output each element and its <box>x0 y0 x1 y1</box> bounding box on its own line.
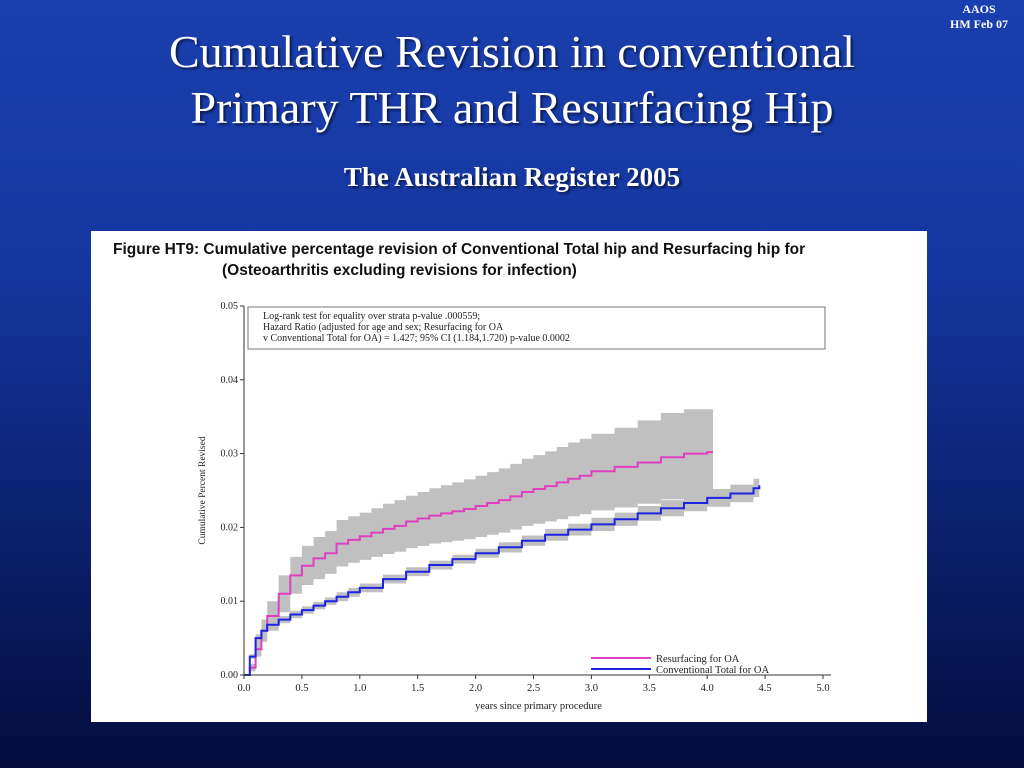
annotation-box <box>247 306 826 350</box>
figure-panel: Figure HT9: Cumulative percentage revisi… <box>91 231 927 722</box>
y-tick-label: 0.02 <box>221 522 239 533</box>
revision-chart: 0.00 0.01 0.02 0.03 0.04 0.05 0.0 0.5 1.0 1.5 2.0 2… <box>198 301 831 712</box>
annotation-line-2: Hazard Ratio (adjusted for age and sex; … <box>263 322 504 333</box>
series-line-1 <box>244 451 713 676</box>
slide-title-line-1: Cumulative Revision in conventional <box>168 26 856 77</box>
slide-title-line-2: Primary THR and Resurfacing Hip <box>190 82 834 133</box>
corner-line-1: AAOS <box>962 2 996 16</box>
ci-band-series-1 <box>244 409 713 675</box>
y-tick-label: 0.01 <box>221 596 239 607</box>
x-tick-label: 1.0 <box>353 683 366 694</box>
x-tick-label: 5.0 <box>816 683 829 694</box>
x-tick-label: 3.5 <box>643 683 656 694</box>
x-tick-label: 4.5 <box>759 683 772 694</box>
y-tick-label: 0.00 <box>221 670 239 681</box>
y-tick-label: 0.03 <box>221 449 239 460</box>
series-line-2 <box>244 485 761 676</box>
figure-title-line-2: (Osteoarthritis excluding revisions for … <box>222 262 577 279</box>
x-tick-label: 1.5 <box>411 683 424 694</box>
x-axis-label: years since primary procedure <box>475 701 602 712</box>
figure-title: Figure HT9: Cumulative percentage revisi… <box>113 239 913 281</box>
slide-title: Cumulative Revision in conventional Prim… <box>0 24 1024 136</box>
slide-subtitle: The Australian Register 2005 <box>343 162 681 192</box>
y-tick-label: 0.04 <box>221 375 239 386</box>
corner-label: AAOS HM Feb 07 <box>950 2 1008 32</box>
x-tick-label: 4.0 <box>701 683 714 694</box>
x-tick-label: 0.5 <box>295 683 308 694</box>
x-tick-label: 2.5 <box>527 683 540 694</box>
y-tick-label: 0.05 <box>221 301 239 312</box>
figure-title-line-1: Figure HT9: Cumulative percentage revisi… <box>113 241 806 258</box>
annotation-line-3: v Conventional Total for OA) = 1.427; 95… <box>263 333 570 344</box>
legend-label-1: Resurfacing for OA <box>656 654 740 665</box>
x-tick-label: 2.0 <box>469 683 482 694</box>
ci-band-series-2 <box>244 474 760 675</box>
y-axis-label: Cumulative Percent Revised <box>198 436 208 544</box>
x-tick-label: 0.0 <box>237 683 250 694</box>
corner-line-2: HM Feb 07 <box>950 17 1008 31</box>
annotation-line-1: Log-rank test for equality over strata p… <box>263 311 480 322</box>
x-tick-label: 3.0 <box>585 683 598 694</box>
legend-label-2: Conventional Total for OA <box>656 665 770 676</box>
